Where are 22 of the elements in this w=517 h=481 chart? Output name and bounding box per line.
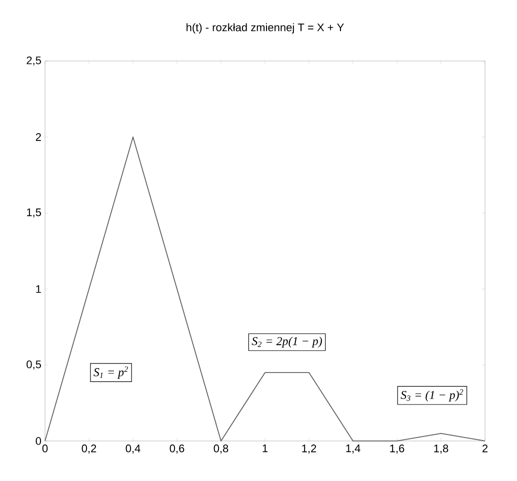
y-tick-label: 1 [36,285,41,293]
annotation: S$_{1}$ = p$^{2}$ [94,366,128,379]
annotation: S$_{2}$ = 2p(1 − p) [252,336,322,348]
x-tick-label: 1,4 [346,444,360,454]
x-tick-label: 2 [482,444,488,452]
x-tick-label: 0,8 [214,444,228,454]
x-tick-label: 0,2 [82,444,96,454]
x-tick-label: 0,6 [170,444,184,454]
y-tick-label: 0,5 [26,360,41,370]
x-tick-label: 1,2 [302,444,316,454]
x-tick-label: 1 [262,444,268,452]
x-tick-label: 0,4 [126,444,140,454]
x-tick-label: 0 [42,444,48,452]
chart-title: h(t) - rozkład zmiennej T = X + Y [186,23,344,34]
annotation: S$_{3}$ = (1 − p)$^{2}$ [400,389,464,402]
y-tick-label: 2 [36,133,41,141]
x-tick-label: 1,6 [390,444,404,454]
x-tick-label: 1,8 [434,444,448,454]
line-series [44,136,486,442]
y-tick-label: 0 [36,437,42,445]
y-tick-label: 1,5 [27,208,41,218]
y-tick-label: 2,5 [26,56,41,66]
